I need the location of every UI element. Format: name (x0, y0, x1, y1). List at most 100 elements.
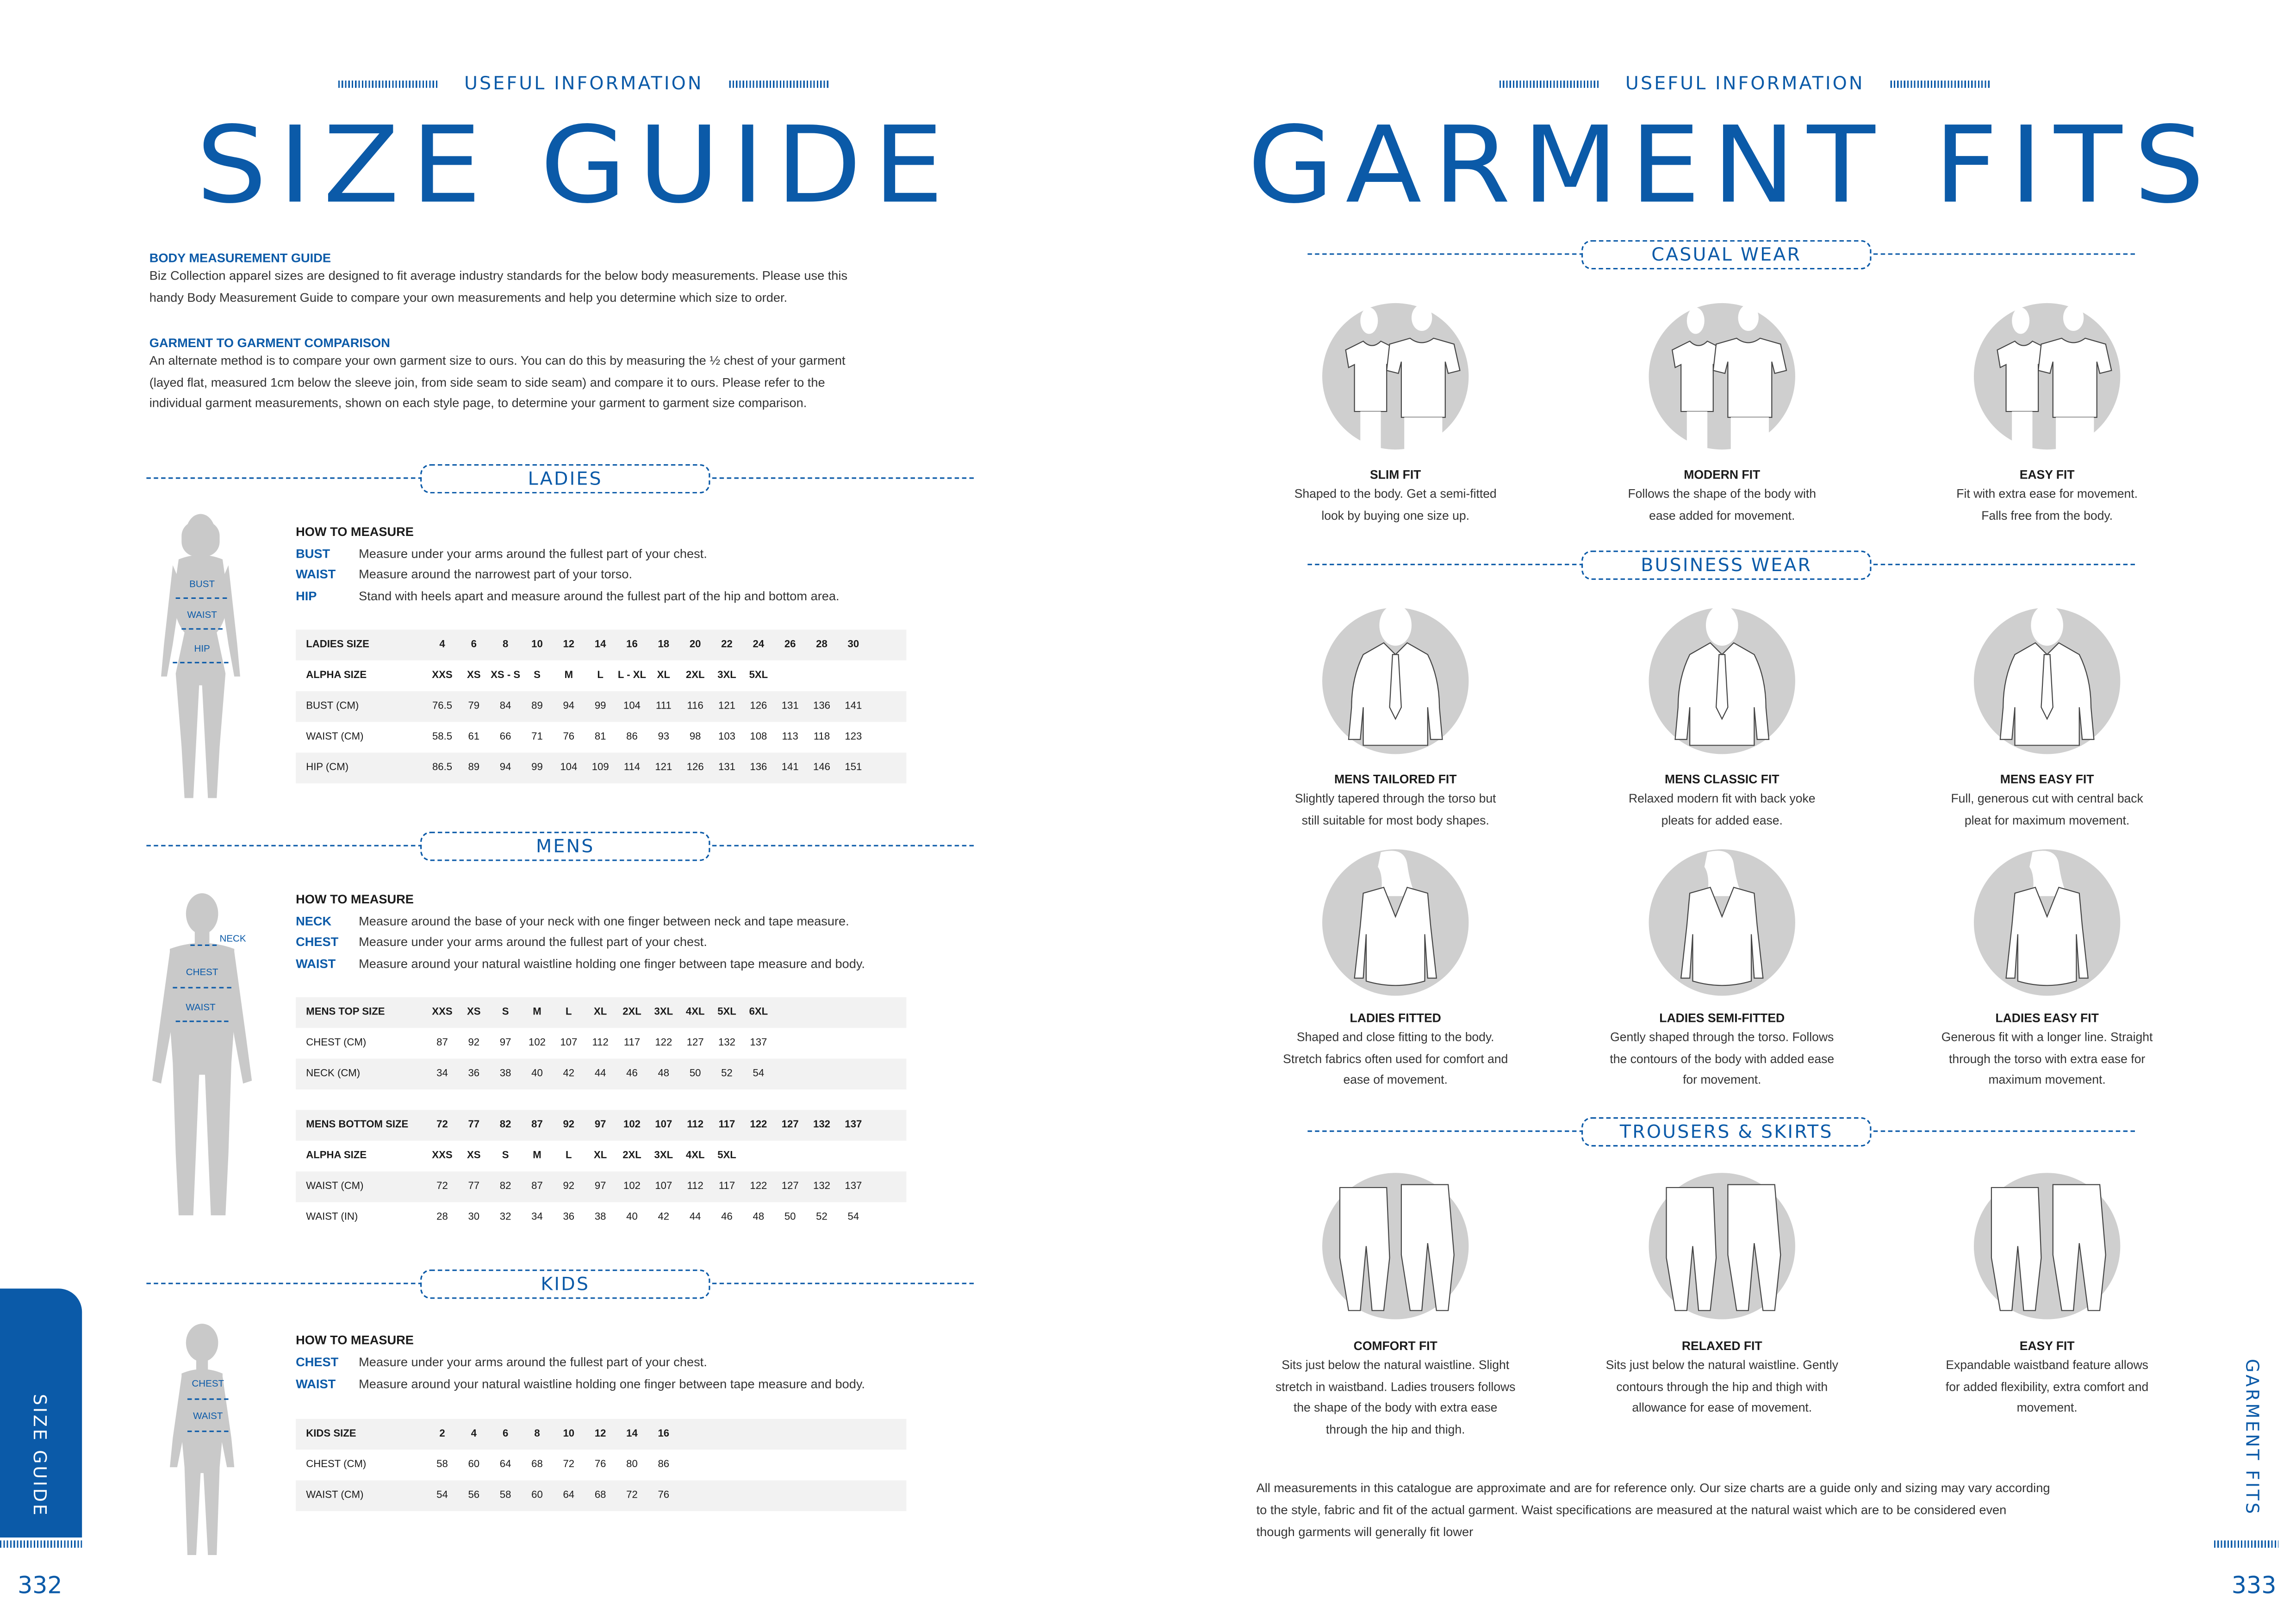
table-cell: 46 (721, 1212, 733, 1223)
table-cell: 116 (687, 701, 703, 712)
table-cell: 4 (439, 640, 445, 650)
table-cell: S (502, 1007, 509, 1018)
table-cell: 2XL (685, 671, 705, 681)
measure-line (187, 1431, 229, 1432)
side-tab-label: SIZE GUIDE (29, 1394, 50, 1518)
casual-wear-divider: CASUAL WEAR (1307, 240, 2135, 270)
fit-description-line: Slightly tapered through the torso but (1294, 790, 1496, 806)
waist-label: WAIST (186, 1003, 216, 1014)
measure-line (175, 597, 227, 599)
fit-description-line: through the hip and thigh. (1325, 1421, 1465, 1437)
table-cell: 104 (623, 701, 641, 712)
measure-text: Measure around the narrowest part of you… (359, 566, 633, 582)
fit-description-line: Gently shaped through the torso. Follows (1610, 1029, 1834, 1044)
footnote-line: to the style, fabric and fit of the actu… (1256, 1502, 2007, 1517)
row-label: HIP (CM) (306, 763, 349, 773)
table-cell: 44 (689, 1212, 701, 1223)
table-cell: 141 (845, 701, 862, 712)
fit-title: MENS TAILORED FIT (1334, 772, 1457, 787)
table-cell: 28 (816, 640, 828, 650)
table-cell: 4XL (685, 1151, 705, 1161)
fit-title: LADIES SEMI-FITTED (1659, 1010, 1785, 1025)
table-cell: 98 (689, 732, 701, 743)
table-cell: 99 (531, 763, 543, 773)
footnote-line: though garments will generally fit lower (1256, 1524, 1474, 1539)
table-cell: 76 (658, 1490, 670, 1501)
table-cell: XL (594, 1007, 607, 1018)
fit-description-line: allowance for ease of movement. (1632, 1400, 1812, 1415)
page-number: 333 (2231, 1571, 2277, 1599)
measure-line (173, 662, 229, 664)
table-cell: 40 (531, 1069, 543, 1079)
table-cell: 86 (658, 1460, 670, 1470)
section-label: LADIES (420, 464, 710, 494)
hip-label: HIP (194, 644, 210, 655)
table-row: WAIST (CM) 72 77 82 87 92 97 102 107 112 117 122 127… (296, 1171, 907, 1202)
ladies-blouse-icon (1322, 849, 1469, 996)
table-cell: 56 (468, 1490, 480, 1501)
footnote: All measurements in this catalogue are a… (1257, 1477, 2209, 1543)
table-cell: 127 (686, 1038, 704, 1049)
table-cell: 89 (531, 701, 543, 712)
table-cell: 14 (594, 640, 606, 650)
table-cell: 10 (563, 1429, 575, 1440)
table-cell: 14 (626, 1429, 638, 1440)
table-cell: 122 (750, 1182, 767, 1192)
measure-text: Measure under your arms around the fulle… (359, 934, 707, 949)
table-cell: 2XL (622, 1007, 641, 1018)
measure-key: BUST (296, 546, 330, 561)
table-cell: 117 (718, 1120, 735, 1131)
page-title: SIZE GUIDE (196, 103, 956, 227)
fit-title: MENS CLASSIC FIT (1665, 772, 1780, 787)
measure-text: Measure around your natural waistline ho… (359, 1376, 865, 1391)
table-cell: 48 (658, 1069, 670, 1079)
trousers-pair-icon (1973, 1173, 2121, 1319)
section-label: BUSINESS WEAR (1581, 550, 1872, 580)
table-cell: 54 (436, 1490, 448, 1501)
row-label: ALPHA SIZE (306, 671, 367, 681)
row-label: MENS BOTTOM SIZE (306, 1120, 409, 1131)
table-cell: 107 (655, 1120, 672, 1131)
fit-description-line: still suitable for most body shapes. (1301, 812, 1489, 827)
dotted-rule (1891, 81, 1991, 88)
table-cell: 82 (499, 1182, 511, 1192)
fit-description-line: for added flexibility, extra comfort and (1945, 1379, 2149, 1394)
mens-bottom-size-table: MENS BOTTOM SIZE 72 77 82 87 92 97 102 107 112 117… (296, 1110, 907, 1233)
measure-text: Stand with heels apart and measure aroun… (359, 588, 840, 604)
fit-description-line: pleat for maximum movement. (1964, 812, 2130, 827)
paragraph-line: Biz Collection apparel sizes are designe… (149, 268, 848, 283)
table-cell: 137 (750, 1038, 767, 1049)
table-cell: 141 (781, 763, 799, 773)
table-cell: 6 (502, 1429, 509, 1440)
fit-description-line: Shaped to the body. Get a semi-fitted (1294, 486, 1497, 501)
table-cell: 12 (594, 1429, 606, 1440)
table-cell: XS (467, 671, 481, 681)
table-cell: 102 (623, 1182, 641, 1192)
table-cell: 72 (626, 1490, 638, 1501)
table-cell: 87 (531, 1120, 543, 1131)
table-cell: XXS (432, 1151, 453, 1161)
table-cell: XL (594, 1151, 607, 1161)
how-to-measure-heading: HOW TO MEASURE (296, 891, 414, 907)
table-row: HIP (CM) 86.5 89 94 99 104 109 114 121 126 131 136 1… (296, 753, 907, 784)
table-cell: XS - S (491, 671, 521, 681)
table-cell: 22 (721, 640, 733, 650)
table-cell: 132 (813, 1182, 831, 1192)
fit-item: LADIES FITTED Shaped and close fitting to… (1234, 1009, 1556, 1090)
table-cell: 24 (753, 640, 765, 650)
table-cell: 93 (658, 732, 670, 743)
fit-description-line: Full, generous cut with central back (1951, 790, 2143, 806)
table-cell: 87 (531, 1182, 543, 1192)
trousers-pair-icon (1322, 1173, 1469, 1319)
table-cell: 94 (499, 763, 511, 773)
measure-key: CHEST (296, 934, 339, 949)
table-cell: 2 (439, 1429, 445, 1440)
table-cell: 137 (845, 1182, 862, 1192)
table-cell: 146 (813, 763, 831, 773)
table-row: WAIST (IN) 28 30 32 34 36 38 40 42 44 46 48 50 52 54 (296, 1202, 906, 1233)
table-cell: 104 (560, 763, 578, 773)
table-row: BUST (CM) 76.5 79 84 89 94 99 104 111 116 121 126 13… (296, 691, 907, 722)
fit-description-line: Follows the shape of the body with (1628, 486, 1817, 501)
trousers-pair-icon (1649, 1173, 1795, 1319)
footnote-line: All measurements in this catalogue are a… (1256, 1480, 2050, 1495)
